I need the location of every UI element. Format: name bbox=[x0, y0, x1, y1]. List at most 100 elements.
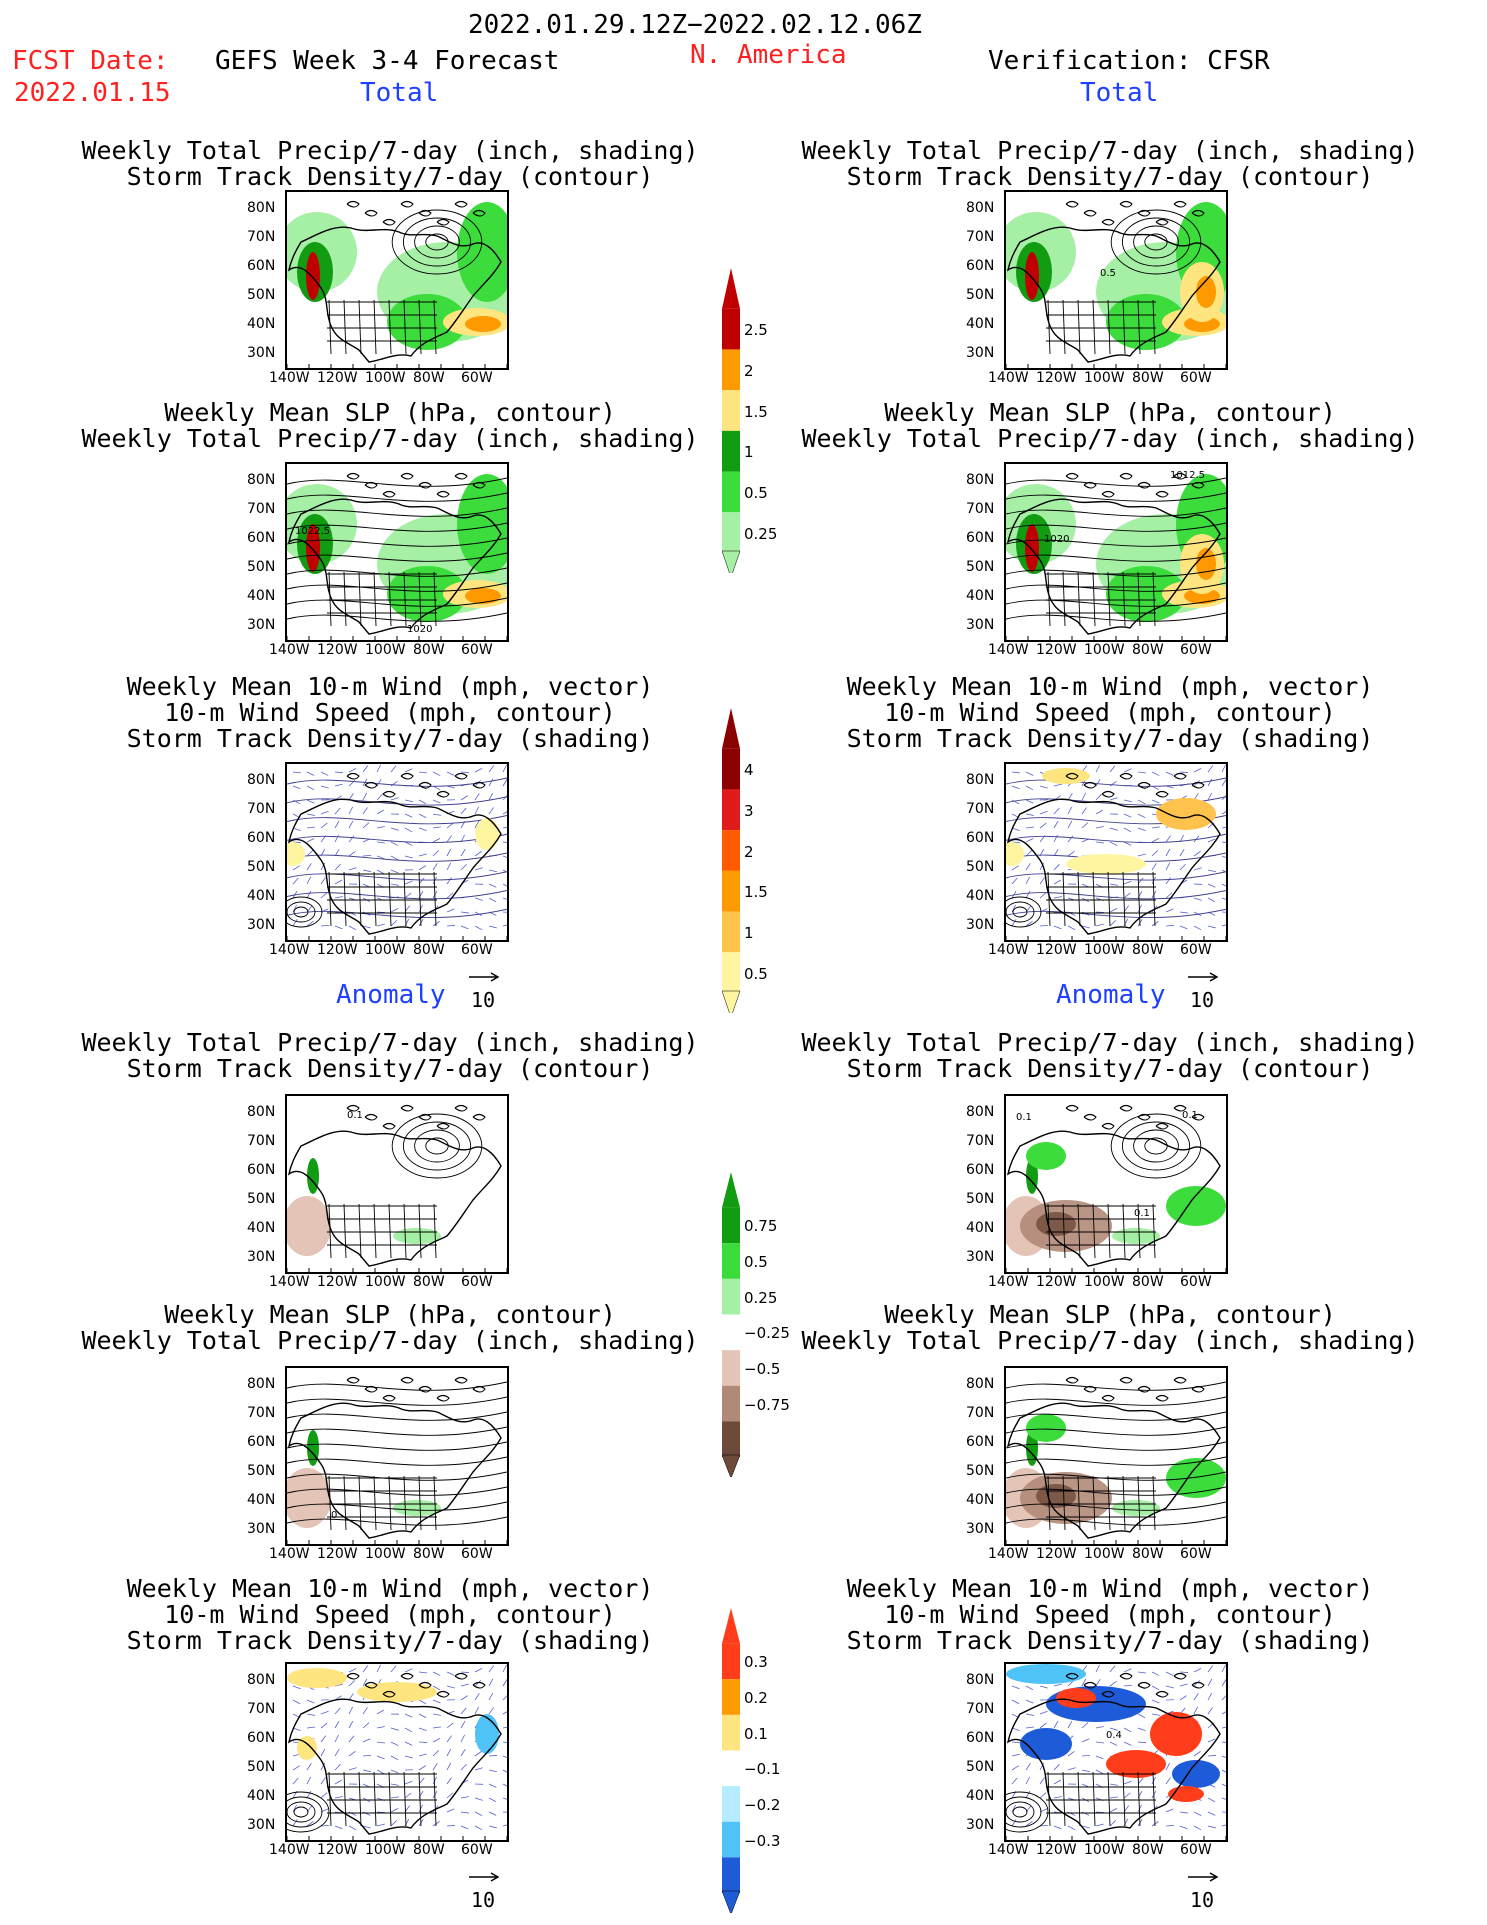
colorbar-label: 0.2 bbox=[744, 1689, 768, 1708]
lon-label: 140W bbox=[988, 1546, 1029, 1562]
lat-label: 30N bbox=[247, 1249, 276, 1265]
colorbar-label: 4 bbox=[744, 761, 754, 780]
fcst-date: 2022.01.15 bbox=[14, 78, 171, 108]
lat-label: 30N bbox=[966, 345, 995, 361]
map-svg bbox=[1006, 1376, 1226, 1544]
colorbar-label: −0.1 bbox=[744, 1760, 781, 1779]
lon-label: 100W bbox=[365, 1546, 406, 1562]
colorbar-label: 1.5 bbox=[744, 402, 768, 421]
lon-label: 80W bbox=[1132, 1546, 1164, 1562]
lon-label: 60W bbox=[1180, 1546, 1212, 1562]
lon-label: 60W bbox=[461, 1546, 493, 1562]
panel-title-line: Weekly Total Precip/7-day (inch, shading… bbox=[801, 136, 1419, 165]
lon-label: 80W bbox=[1132, 1842, 1164, 1858]
arrow-right-icon bbox=[1188, 1872, 1219, 1882]
panel-title: Weekly Mean SLP (hPa, contour) Weekly Tot… bbox=[740, 1302, 1480, 1354]
colorbar-label: −0.75 bbox=[744, 1395, 790, 1414]
panel-title-line: 10-m Wind Speed (mph, contour) bbox=[884, 698, 1336, 727]
lon-label: 60W bbox=[1180, 642, 1212, 658]
lon-label: 80W bbox=[413, 642, 445, 658]
panel-title: Weekly Mean 10-m Wind (mph, vector) 10-m … bbox=[20, 674, 760, 752]
panel-title: Weekly Mean SLP (hPa, contour) Weekly Tot… bbox=[20, 400, 760, 452]
colorbar-label: −0.3 bbox=[744, 1831, 781, 1850]
lon-label: 140W bbox=[988, 642, 1029, 658]
lon-label: 120W bbox=[317, 370, 358, 386]
lat-label: 50N bbox=[247, 859, 276, 875]
colorbar-label: 0.75 bbox=[744, 1217, 778, 1236]
lat-label: 50N bbox=[966, 859, 995, 875]
colorbar-label: 2.5 bbox=[744, 321, 768, 340]
colorbar-label: 1 bbox=[744, 923, 754, 942]
panel-title: Weekly Total Precip/7-day (inch, shading… bbox=[740, 1030, 1480, 1082]
lat-label: 50N bbox=[966, 559, 995, 575]
lat-label: 30N bbox=[966, 617, 995, 633]
lat-label: 80N bbox=[247, 1376, 276, 1392]
lat-label: 60N bbox=[966, 1162, 995, 1178]
arrow-right-icon bbox=[469, 972, 500, 982]
lat-label: 70N bbox=[247, 1405, 276, 1421]
lat-label: 40N bbox=[966, 1788, 995, 1804]
lon-label: 80W bbox=[1132, 942, 1164, 958]
map-panel bbox=[1004, 1366, 1228, 1546]
lon-label: 140W bbox=[269, 942, 310, 958]
panel-title-line: Weekly Mean 10-m Wind (mph, vector) bbox=[846, 672, 1374, 701]
panel-title-line: Weekly Mean SLP (hPa, contour) bbox=[164, 398, 616, 427]
lon-label: 140W bbox=[988, 942, 1029, 958]
panel-title-line: Storm Track Density/7-day (shading) bbox=[846, 724, 1374, 753]
lon-label: 120W bbox=[1036, 942, 1077, 958]
panel-title: Weekly Total Precip/7-day (inch, shading… bbox=[740, 138, 1480, 190]
lat-label: 80N bbox=[966, 1672, 995, 1688]
lat-label: 50N bbox=[966, 287, 995, 303]
lon-label: 100W bbox=[1084, 370, 1125, 386]
panel-title-line: Storm Track Density/7-day (contour) bbox=[126, 162, 654, 191]
lat-label: 70N bbox=[966, 1133, 995, 1149]
lat-label: 50N bbox=[247, 559, 276, 575]
date-range: 2022.01.29.12Z−2022.02.12.06Z bbox=[468, 10, 922, 40]
lon-label: 120W bbox=[317, 1274, 358, 1290]
lat-label: 50N bbox=[247, 287, 276, 303]
colorbar-label: 1.5 bbox=[744, 883, 768, 902]
lat-label: 30N bbox=[247, 1521, 276, 1537]
lat-label: 80N bbox=[966, 1376, 995, 1392]
panel-title-line: Weekly Total Precip/7-day (inch, shading… bbox=[81, 1028, 699, 1057]
map-panel: 1012.5 1020 bbox=[1004, 462, 1228, 642]
lat-label: 60N bbox=[966, 258, 995, 274]
lat-label: 80N bbox=[966, 1104, 995, 1120]
lon-label: 80W bbox=[1132, 370, 1164, 386]
lat-label: 60N bbox=[247, 1434, 276, 1450]
lon-label: 80W bbox=[413, 1274, 445, 1290]
vector-reference: 10 bbox=[463, 1864, 503, 1912]
map-panel: 0.1 0.1 0.1 bbox=[1004, 1094, 1228, 1274]
contour-label: 1020 bbox=[1044, 534, 1069, 545]
lon-label: 140W bbox=[269, 1274, 310, 1290]
lat-label: 60N bbox=[247, 1162, 276, 1178]
lat-label: 40N bbox=[247, 1492, 276, 1508]
panel-title-line: Storm Track Density/7-day (shading) bbox=[126, 724, 654, 753]
lon-label: 60W bbox=[461, 1274, 493, 1290]
lat-label: 70N bbox=[247, 801, 276, 817]
lon-label: 100W bbox=[1084, 1274, 1125, 1290]
lon-label: 100W bbox=[1084, 642, 1125, 658]
arrow-right-icon bbox=[1188, 972, 1219, 982]
panel-title-line: Storm Track Density/7-day (contour) bbox=[846, 162, 1374, 191]
lon-label: 100W bbox=[365, 1842, 406, 1858]
map-panel bbox=[285, 190, 509, 370]
lat-label: 60N bbox=[966, 830, 995, 846]
panel-title-line: Storm Track Density/7-day (shading) bbox=[846, 1626, 1374, 1655]
lon-label: 60W bbox=[1180, 1842, 1212, 1858]
panel-title: Weekly Mean 10-m Wind (mph, vector) 10-m … bbox=[740, 1576, 1480, 1654]
colorbar-label: 2 bbox=[744, 361, 754, 380]
map-panel bbox=[1004, 762, 1228, 942]
lon-label: 140W bbox=[269, 1842, 310, 1858]
colorbar-label: 0.25 bbox=[744, 1288, 778, 1307]
lat-label: 80N bbox=[247, 472, 276, 488]
verification-label: Verification: CFSR bbox=[988, 46, 1270, 76]
lat-label: 70N bbox=[247, 501, 276, 517]
colorbar-label: −0.25 bbox=[744, 1324, 790, 1343]
contour-label: 0.1 bbox=[1016, 1112, 1032, 1123]
lon-label: 80W bbox=[413, 370, 445, 386]
lat-label: 40N bbox=[247, 316, 276, 332]
lon-label: 60W bbox=[461, 1842, 493, 1858]
lon-label: 100W bbox=[1084, 1546, 1125, 1562]
lat-label: 60N bbox=[247, 530, 276, 546]
